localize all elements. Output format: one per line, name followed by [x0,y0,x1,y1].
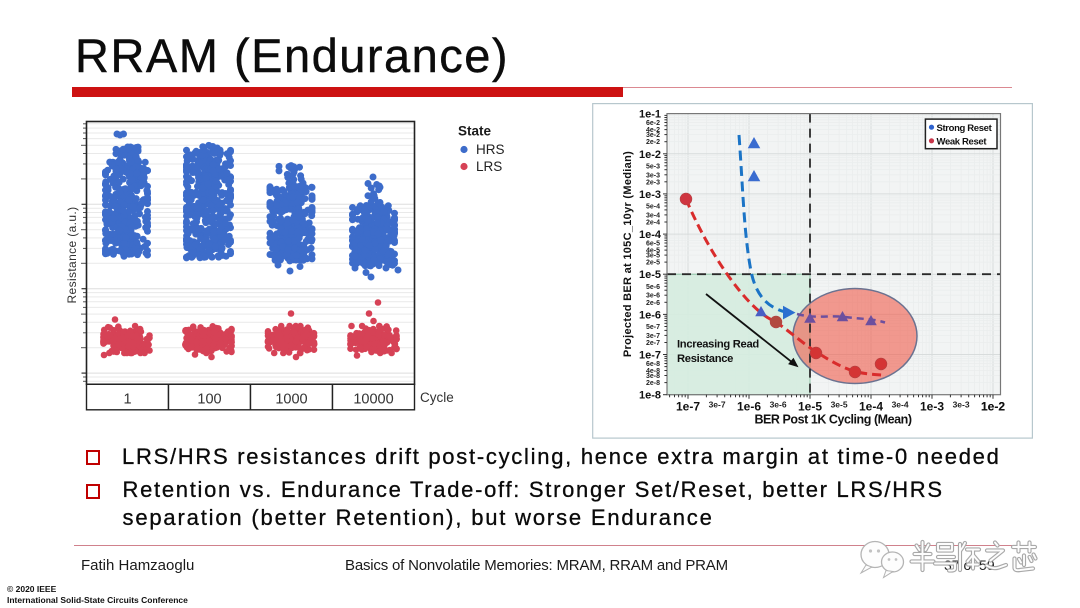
svg-text:1e-1: 1e-1 [639,109,661,121]
svg-text:3e-6: 3e-6 [770,400,787,410]
svg-text:2e-5: 2e-5 [646,260,660,267]
svg-text:4e-5: 4e-5 [646,248,660,255]
svg-text:3e-7: 3e-7 [709,400,726,410]
svg-text:Increasing Read: Increasing Read [677,339,759,351]
svg-text:3e-5: 3e-5 [831,400,848,410]
svg-text:3e-5: 3e-5 [646,253,660,260]
svg-text:1e-6: 1e-6 [737,400,761,414]
svg-text:Projected BER at 105C_10yr (Me: Projected BER at 105C_10yr (Median) [622,151,634,357]
svg-text:1e-2: 1e-2 [639,149,661,161]
svg-text:Strong Reset: Strong Reset [937,123,993,134]
svg-text:1e-3: 1e-3 [639,189,661,201]
svg-text:HRS: HRS [476,142,505,157]
svg-text:Cycle: Cycle [420,390,454,405]
svg-text:6e-5: 6e-5 [646,241,660,248]
svg-text:1: 1 [123,392,131,408]
svg-text:4e-2: 4e-2 [646,127,660,134]
svg-text:2e-7: 2e-7 [646,340,660,347]
svg-text:2e-6: 2e-6 [646,300,660,307]
svg-text:2e-2: 2e-2 [646,139,660,146]
svg-text:1e-4: 1e-4 [639,229,662,241]
svg-text:Resistance: Resistance [677,353,733,365]
svg-text:1e-5: 1e-5 [798,400,822,414]
svg-text:3e-8: 3e-8 [646,373,660,380]
svg-text:Resistance (a.u.): Resistance (a.u.) [65,207,79,304]
svg-text:3e-4: 3e-4 [646,212,660,219]
svg-text:3e-3: 3e-3 [953,400,970,410]
svg-text:Weak Reset: Weak Reset [937,136,988,147]
svg-text:5e-7: 5e-7 [646,324,660,331]
svg-text:1e-7: 1e-7 [639,350,661,362]
svg-text:100: 100 [197,392,221,408]
svg-text:1e-8: 1e-8 [639,390,661,402]
svg-text:1e-2: 1e-2 [981,400,1005,414]
svg-text:5e-3: 5e-3 [646,163,660,170]
svg-text:3e-2: 3e-2 [646,132,660,139]
svg-text:1e-7: 1e-7 [676,400,700,414]
svg-text:1000: 1000 [275,392,307,408]
svg-text:1e-2: 1e-2 [981,400,1005,414]
svg-text:10000: 10000 [353,392,393,408]
svg-text:6e-8: 6e-8 [646,361,660,368]
svg-text:2e-4: 2e-4 [646,220,660,227]
svg-text:2e-8: 2e-8 [646,380,660,387]
svg-text:2e-3: 2e-3 [646,179,660,186]
svg-text:4e-8: 4e-8 [646,368,660,375]
svg-text:BER Post 1K Cycling (Mean): BER Post 1K Cycling (Mean) [754,413,911,427]
svg-text:1e-4: 1e-4 [859,400,883,414]
svg-text:3e-4: 3e-4 [892,400,909,410]
svg-text:1e-5: 1e-5 [639,269,661,281]
svg-text:1e-3: 1e-3 [920,400,944,414]
svg-text:5e-4: 5e-4 [646,204,660,211]
svg-text:1e-6: 1e-6 [639,309,661,321]
svg-text:6e-2: 6e-2 [646,120,660,127]
svg-text:3e-3: 3e-3 [646,172,660,179]
svg-text:3e-7: 3e-7 [646,333,660,340]
svg-text:3e-6: 3e-6 [646,293,660,300]
svg-text:5e-6: 5e-6 [646,284,660,291]
svg-text:LRS: LRS [476,159,502,174]
svg-text:State: State [458,124,492,139]
